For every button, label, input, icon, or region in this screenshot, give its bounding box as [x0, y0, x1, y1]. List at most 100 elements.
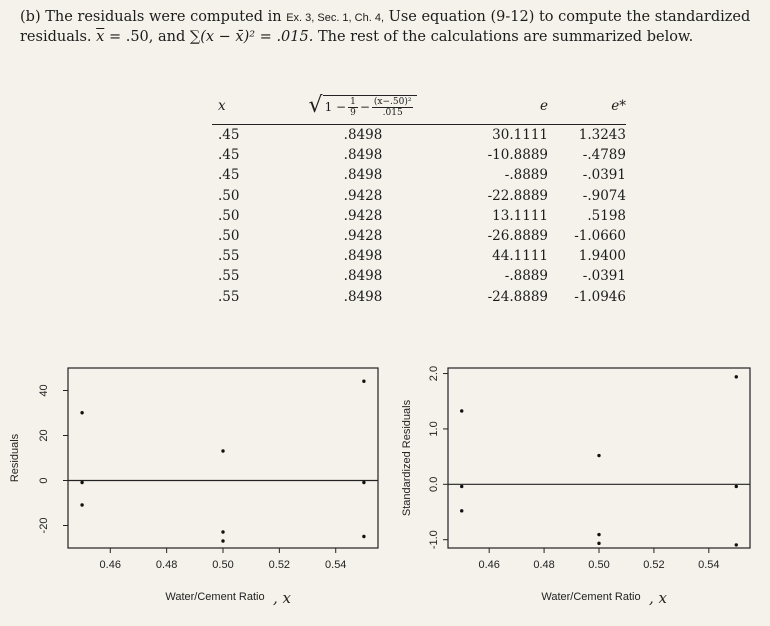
- cell-estar: -.4789: [582, 147, 626, 164]
- cell-sqrt-term: .8498: [343, 147, 383, 164]
- cell-e: -10.8889: [487, 147, 548, 164]
- y-tick-label: -1.0: [428, 530, 440, 549]
- cell-estar: -.0391: [582, 268, 626, 285]
- cell-e: -26.8889: [487, 228, 548, 245]
- col-header-estar: e*: [611, 98, 626, 114]
- cell-sqrt-term: .9428: [343, 187, 383, 204]
- cell-x: .55: [218, 288, 240, 305]
- x-tick-label: 0.46: [478, 559, 499, 571]
- sum-of-squares: ∑(x − x̄)² = .015.: [189, 29, 314, 45]
- x-tick-label: 0.46: [100, 559, 121, 571]
- cell-sqrt-term: .8498: [343, 127, 383, 144]
- x-axis-label-suffix: , x: [273, 589, 292, 607]
- x-tick-label: 0.54: [698, 559, 719, 571]
- y-tick-label: 40: [38, 384, 50, 396]
- intro-text-1: The residuals were computed in: [45, 9, 282, 25]
- data-point: [362, 480, 366, 485]
- data-point: [460, 484, 464, 489]
- data-point: [221, 449, 225, 453]
- x-axis-label: Water/Cement Ratio: [541, 591, 640, 603]
- cell-sqrt-term: .8498: [343, 288, 383, 305]
- table-row: .55 .8498 -24.8889 -1.0946: [212, 287, 626, 307]
- cell-e: 44.1111: [492, 248, 548, 265]
- cell-sqrt-term: .9428: [343, 228, 383, 245]
- data-point: [362, 534, 366, 539]
- data-point: [734, 543, 738, 547]
- table-row: .50 .9428 13.1111 .5198: [212, 206, 626, 226]
- cell-e: -.8889: [504, 167, 548, 184]
- x-tick-label: 0.52: [643, 559, 664, 571]
- cell-estar: -1.0946: [574, 288, 626, 305]
- cell-x: .45: [218, 127, 240, 144]
- x-tick-label: 0.52: [269, 559, 290, 571]
- cell-x: .55: [218, 268, 240, 285]
- x-tick-label: 0.54: [325, 559, 346, 571]
- cell-e: -24.8889: [487, 288, 548, 305]
- x-axis-label-suffix: , x: [649, 589, 668, 607]
- y-axis-label: Standardized Residuals: [401, 399, 413, 516]
- part-label: (b): [20, 9, 41, 25]
- cell-sqrt-term: .8498: [343, 268, 383, 285]
- table-row: .55 .8498 44.1111 1.9400: [212, 246, 626, 266]
- cell-sqrt-term: .8498: [343, 167, 383, 184]
- data-point: [734, 484, 738, 489]
- y-tick-label: 0: [38, 477, 50, 483]
- x-tick-label: 0.50: [212, 559, 233, 571]
- table-row: .45 .8498 -10.8889 -.4789: [212, 145, 626, 165]
- problem-text: (b) The residuals were computed in Ex. 3…: [20, 8, 760, 47]
- xbar-symbol: x: [96, 29, 105, 45]
- data-point: [80, 503, 84, 507]
- table-row: .50 .9428 -26.8889 -1.0660: [212, 226, 626, 246]
- cell-e: -.8889: [504, 268, 548, 285]
- cell-x: .50: [218, 187, 240, 204]
- cell-sqrt-term: .9428: [343, 207, 383, 224]
- x-axis-label: Water/Cement Ratio: [165, 591, 264, 603]
- cell-x: .45: [218, 167, 240, 184]
- cell-estar: -.9074: [582, 187, 626, 204]
- y-tick-label: 20: [38, 429, 50, 441]
- x-tick-label: 0.48: [156, 559, 177, 571]
- x-tick-label: 0.50: [588, 559, 609, 571]
- cell-x: .55: [218, 248, 240, 265]
- cell-estar: 1.3243: [578, 127, 626, 144]
- col-header-x: x: [218, 98, 226, 114]
- data-point: [734, 375, 738, 379]
- cell-e: -22.8889: [487, 187, 548, 204]
- x-tick-label: 0.48: [533, 559, 554, 571]
- xbar-value: = .50, and: [108, 29, 186, 45]
- intro-text-3: The rest of the calculations are summari…: [317, 29, 694, 45]
- data-point: [80, 411, 84, 415]
- y-tick-label: -20: [38, 518, 50, 534]
- cell-x: .50: [218, 207, 240, 224]
- plot-frame: [447, 367, 751, 549]
- cell-estar: -1.0660: [574, 228, 626, 245]
- cell-estar: 1.9400: [578, 248, 626, 265]
- cell-e: 30.1111: [492, 127, 548, 144]
- y-axis-label: Residuals: [9, 433, 21, 482]
- y-tick-label: 1.0: [428, 421, 440, 436]
- scatter-plot-1: 0.46 0.48 0.50 0.52 0.54 -20 0 20 40 Residuals Wat…: [9, 367, 379, 607]
- cell-e: 13.1111: [492, 207, 548, 224]
- cell-x: .45: [218, 147, 240, 164]
- col-header-e: e: [540, 98, 548, 114]
- cell-sqrt-term: .8498: [343, 248, 383, 265]
- table-row: .50 .9428 -22.8889 -.9074: [212, 186, 626, 206]
- data-point: [597, 532, 601, 537]
- scatter-plot-2: 0.46 0.48 0.50 0.52 0.54 -1.0 0.0 1.0 2.0 Standar…: [401, 366, 751, 607]
- y-tick-label: 2.0: [428, 366, 440, 381]
- plot-frame: [67, 367, 379, 549]
- data-point: [597, 453, 601, 458]
- y-tick-label: 0.0: [428, 477, 440, 492]
- data-point: [80, 480, 84, 485]
- intro-text-2: Use equation (9-12) to compute the stand…: [20, 9, 751, 45]
- section-reference: Ex. 3, Sec. 1, Ch. 4,: [286, 12, 385, 24]
- table-row: .45 .8498 30.1111 1.3243: [212, 125, 626, 146]
- cell-x: .50: [218, 228, 240, 245]
- table-row: .55 .8498 -.8889 -.0391: [212, 266, 626, 286]
- data-point: [221, 539, 225, 543]
